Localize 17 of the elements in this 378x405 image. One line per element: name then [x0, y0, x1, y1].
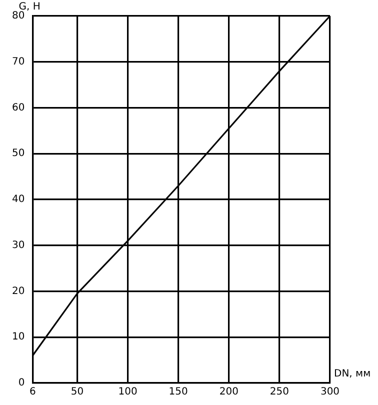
y-tick-label: 60 [12, 102, 25, 114]
x-tick-label: 300 [320, 386, 340, 398]
x-tick-label: 250 [270, 386, 289, 398]
y-tick-label: 50 [12, 148, 25, 160]
x-tick-label: 200 [219, 386, 238, 398]
y-tick-label: 80 [12, 10, 25, 22]
y-tick-label: 20 [12, 286, 25, 297]
x-tick-label: 100 [118, 386, 138, 398]
y-tick-label: 30 [12, 240, 25, 251]
y-tick-label: 10 [12, 332, 25, 343]
x-tick-label: 6 [30, 386, 36, 398]
x-tick-label: 50 [70, 386, 84, 398]
y-tick-label: 70 [12, 56, 25, 68]
x-axis-title: DN, мм [334, 368, 371, 380]
y-tick-label: 0 [18, 378, 25, 389]
y-tick-label: 40 [12, 194, 25, 206]
x-tick-label: 150 [168, 386, 188, 398]
